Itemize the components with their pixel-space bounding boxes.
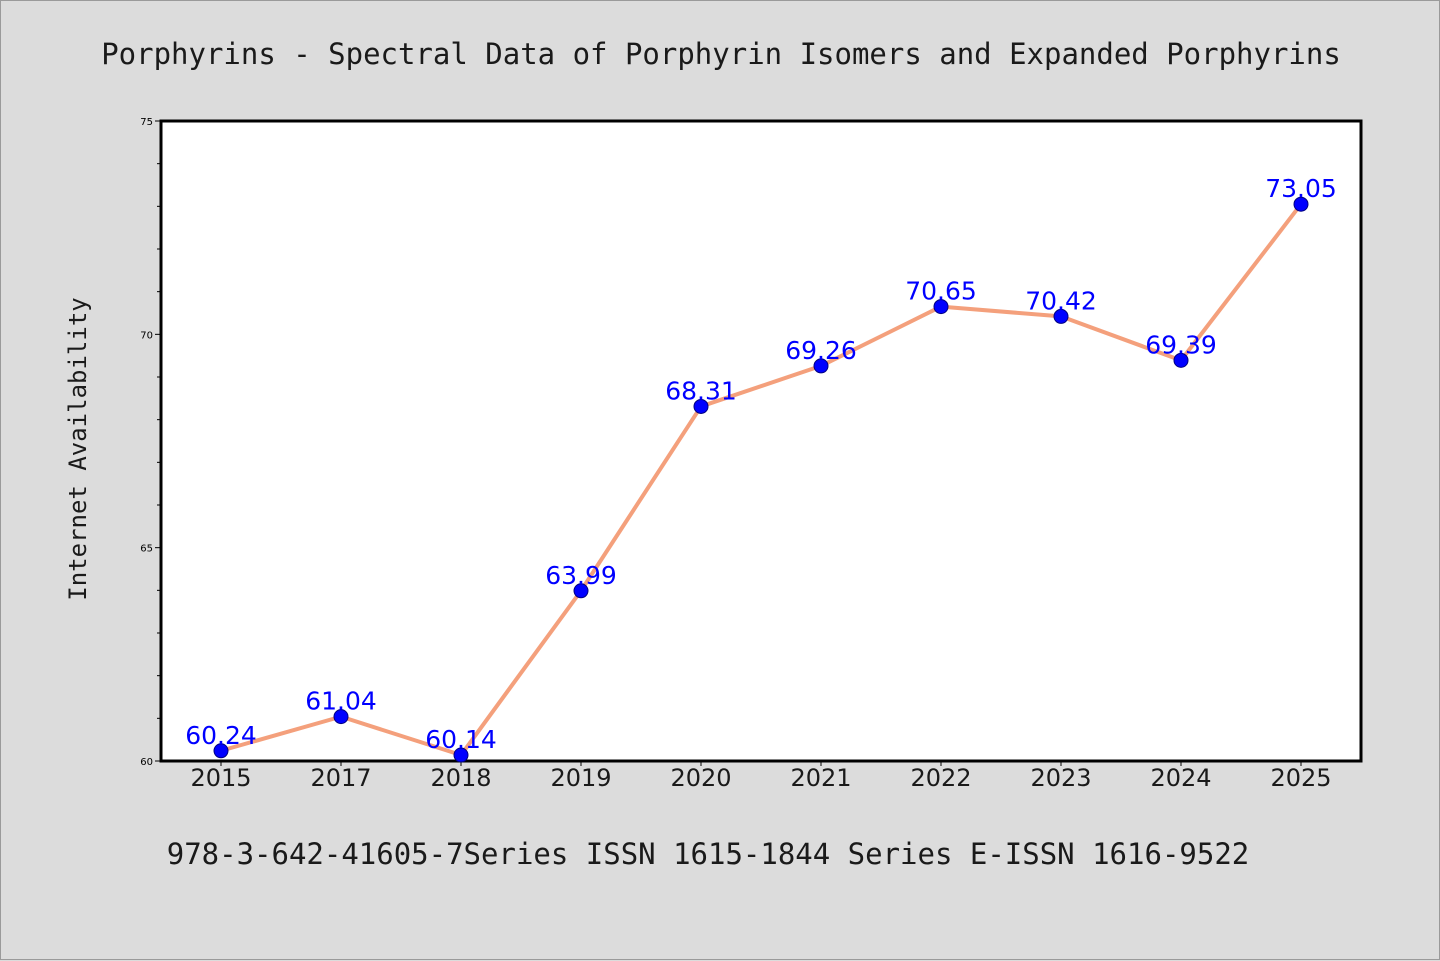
x-tick-label: 2015 [190, 764, 251, 792]
data-point-marker [1173, 352, 1189, 368]
data-value-label: 70.42 [1025, 286, 1097, 315]
data-value-label: 60.24 [185, 721, 257, 750]
data-point-marker [1293, 196, 1309, 212]
data-value-label: 73.05 [1265, 174, 1337, 203]
series-layer [219, 202, 1303, 758]
data-point-marker [213, 743, 229, 759]
chart-title: Porphyrins - Spectral Data of Porphyrin … [101, 37, 1341, 71]
x-tick-label: 2019 [550, 764, 611, 792]
series-line [219, 202, 1303, 758]
x-tick-label: 2022 [910, 764, 971, 792]
footer-isbn-issn: 978-3-642-41605-7Series ISSN 1615-1844 S… [167, 837, 1250, 871]
x-tick-label: 2023 [1030, 764, 1091, 792]
x-tick-label: 2017 [310, 764, 371, 792]
data-value-label: 69.39 [1145, 330, 1217, 359]
x-tick-label: 2018 [430, 764, 491, 792]
y-axis-ticks: 60 65 70 75 [140, 117, 161, 768]
x-tick-label: 2021 [790, 764, 851, 792]
data-point-marker [813, 358, 829, 374]
data-labels-layer: 60.24 61.04 60.14 63.99 68.31 69.26 70.65 70.42… [185, 174, 1337, 754]
data-point-marker [573, 583, 589, 599]
x-tick-label: 2024 [1150, 764, 1211, 792]
data-value-label: 63.99 [545, 561, 617, 590]
x-tick-label: 2020 [670, 764, 731, 792]
data-point-marker [933, 299, 949, 315]
x-tick-label: 2025 [1270, 764, 1331, 792]
markers-layer [213, 196, 1309, 763]
y-tick-label: 75 [140, 117, 153, 128]
data-value-label: 60.14 [425, 725, 497, 754]
y-axis-label: Internet Availability [64, 297, 92, 600]
data-value-label: 70.65 [905, 277, 977, 306]
x-axis-ticks: 2015 2017 2018 2019 2020 2021 2022 2023 2024 2025 [190, 761, 1332, 792]
data-value-label: 61.04 [305, 687, 377, 716]
y-tick-label: 65 [140, 544, 153, 555]
data-value-label: 68.31 [665, 376, 737, 405]
y-tick-label: 70 [140, 330, 153, 341]
data-point-marker [333, 709, 349, 725]
data-point-marker [693, 398, 709, 414]
y-tick-label: 60 [140, 757, 153, 768]
plot-area [159, 119, 1363, 763]
data-value-label: 69.26 [785, 336, 857, 365]
data-point-marker [1053, 308, 1069, 324]
data-point-marker [453, 747, 469, 763]
